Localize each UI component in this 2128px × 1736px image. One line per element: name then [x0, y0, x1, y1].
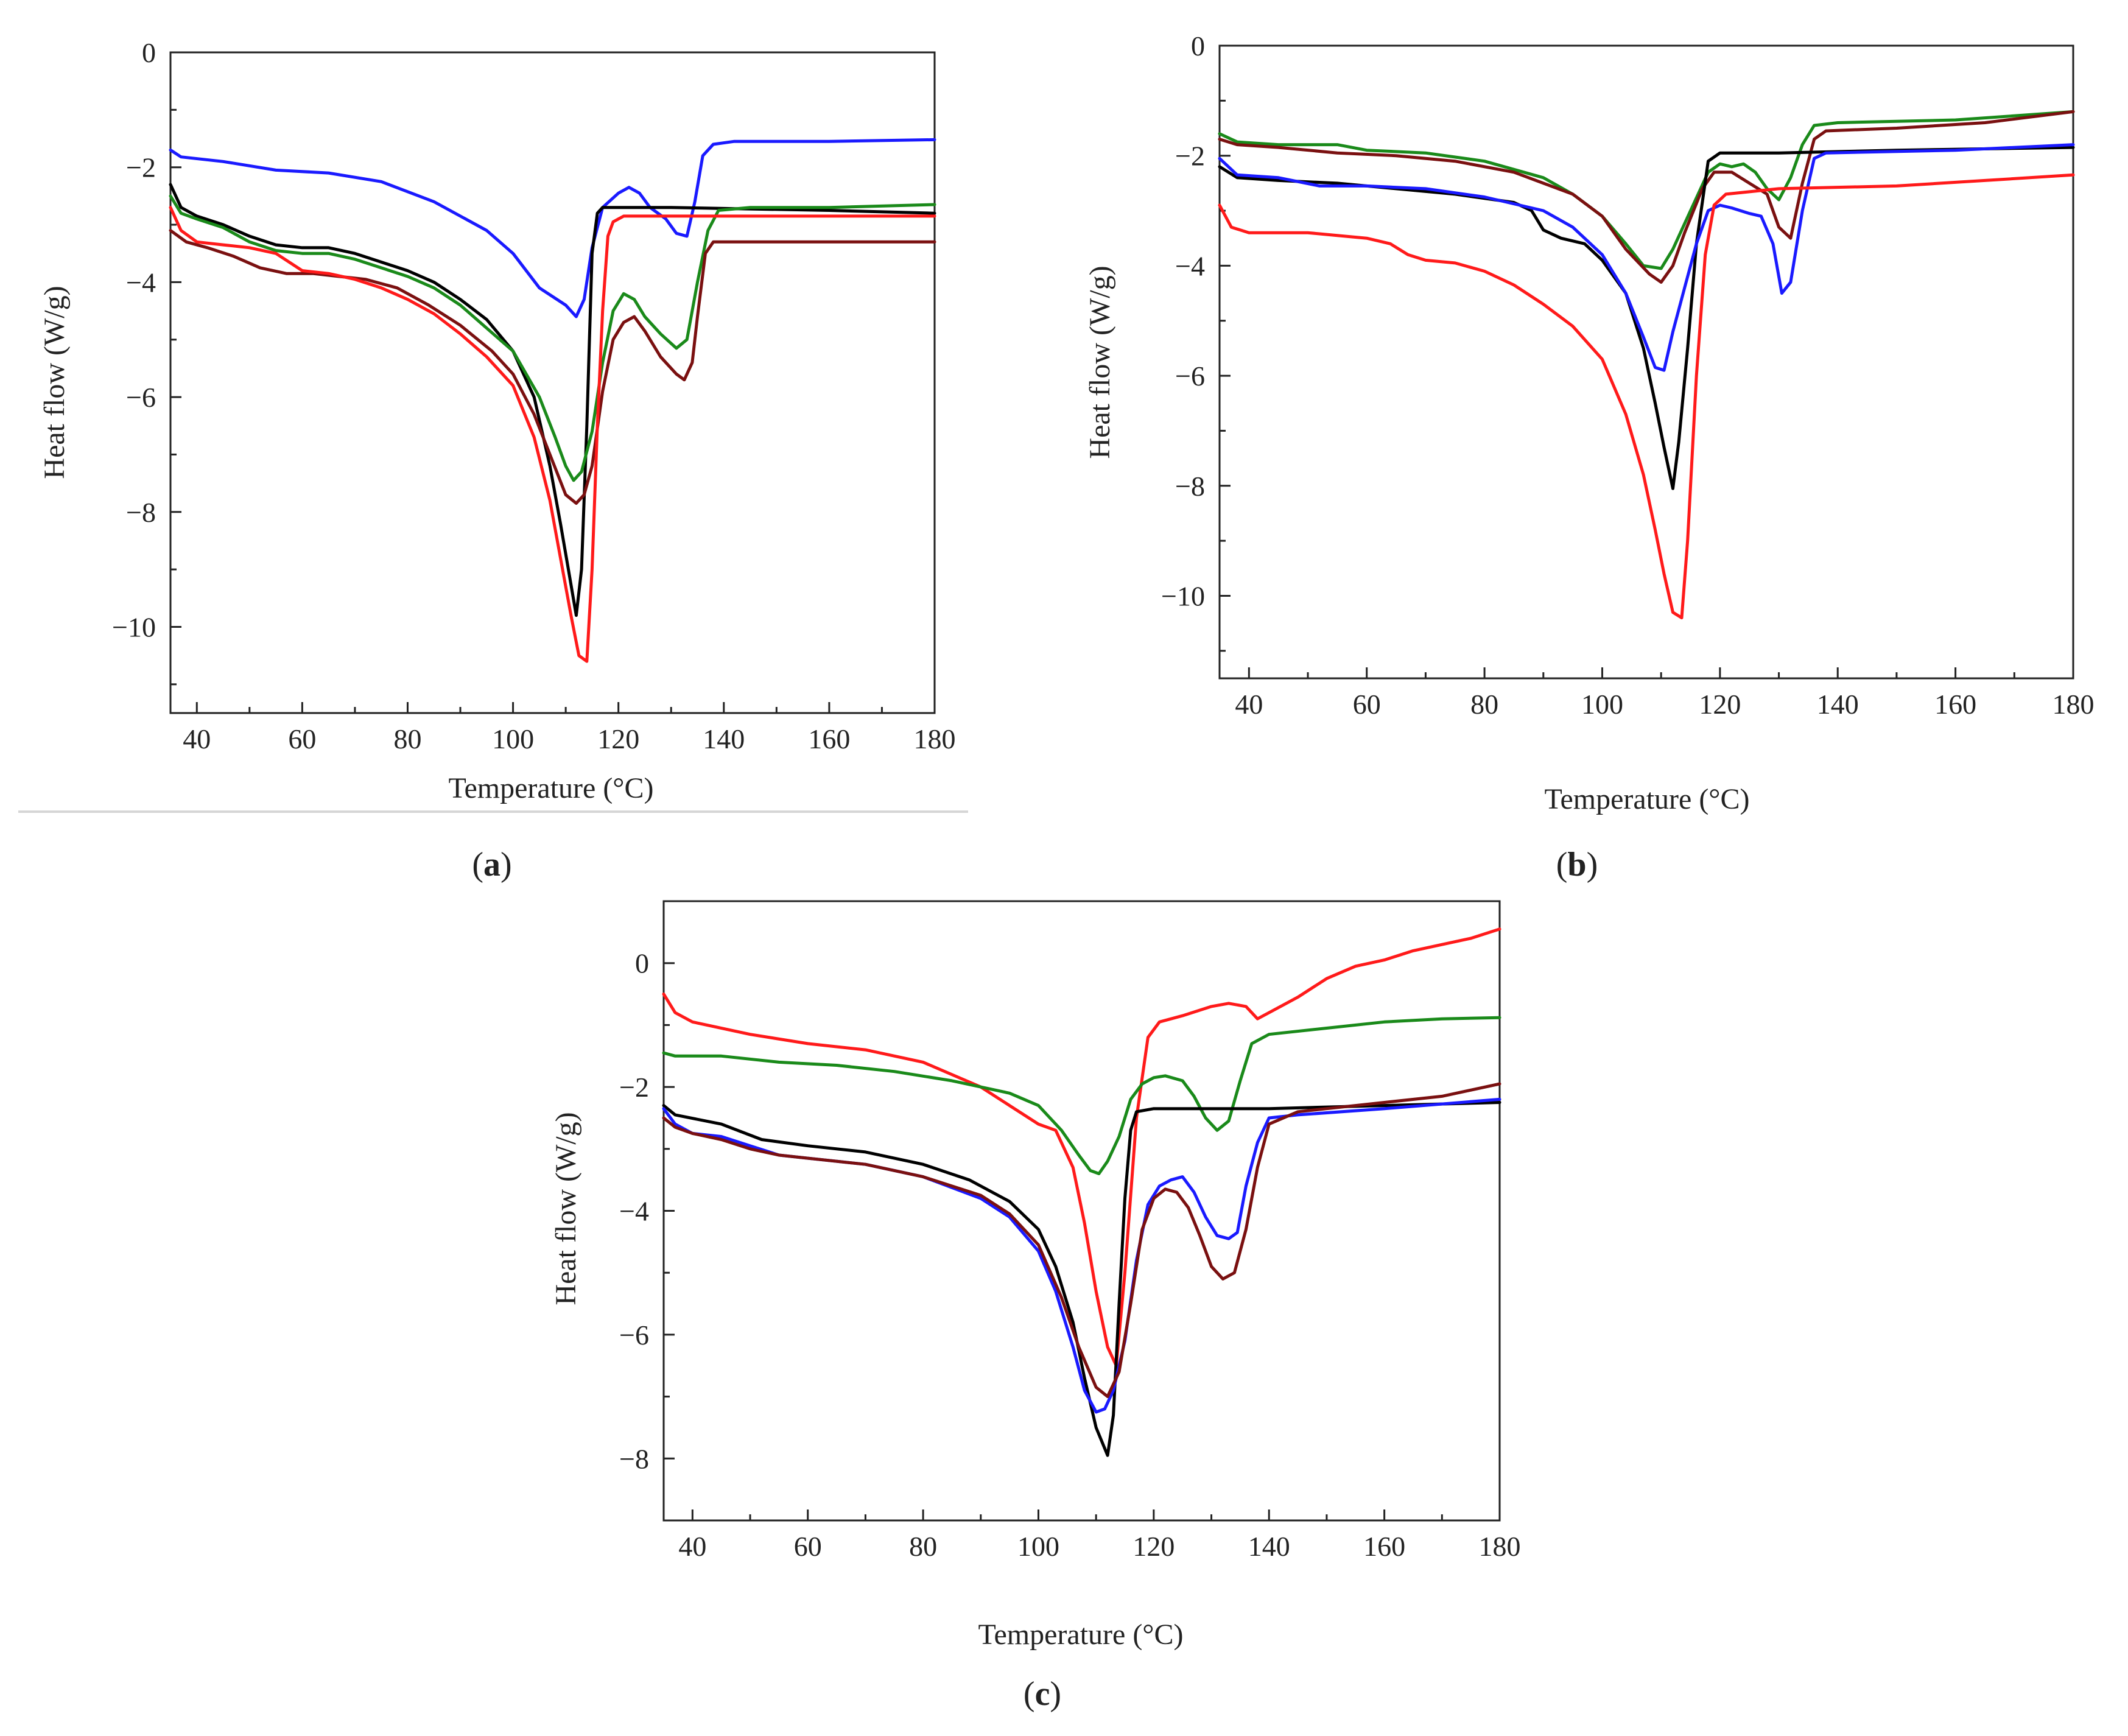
series-line-dark-red [169, 229, 936, 505]
series-line-green [662, 1016, 1501, 1175]
y-axis-title-b: Heat flow (W/g) [1084, 265, 1116, 459]
x-tick-label: 160 [1934, 689, 1976, 720]
series-line-red [1218, 173, 2075, 620]
x-tick-label: 100 [492, 723, 534, 754]
series-layer-c [662, 927, 1501, 1457]
x-tick-label: 140 [703, 723, 745, 754]
x-tick-label: 60 [794, 1531, 822, 1562]
y-tick-label: −4 [1175, 250, 1205, 281]
x-tick-label: 120 [597, 723, 639, 754]
series-line-blue [169, 138, 936, 318]
panel-c: 40 60 80 100 120 140 160 180 0 −2 −4 −6 −8 Temperat… [550, 900, 1521, 1713]
y-axis-title-a: Heat flow (W/g) [38, 286, 71, 479]
series-layer-a [169, 138, 936, 663]
x-tick-label: 80 [393, 723, 421, 754]
series-line-red [662, 927, 1501, 1368]
series-line-green [169, 194, 936, 482]
x-tick-label: 80 [1470, 689, 1498, 720]
panel-a: 40 60 80 100 120 140 160 180 0 −2 −4 −6 −8 −10 Tempe… [18, 37, 968, 884]
y-tick-label: −6 [126, 382, 156, 413]
y-tick-label: −8 [126, 497, 156, 528]
y-tick-label: −4 [126, 267, 156, 298]
x-tick-label: 100 [1017, 1531, 1059, 1562]
panel-label-b: (b) [1556, 846, 1598, 884]
series-layer-b [1218, 110, 2075, 620]
y-tick-label: −4 [619, 1196, 649, 1227]
y-tick-labels-c: 0 −2 −4 −6 −8 [619, 948, 649, 1475]
y-tick-label: −6 [619, 1320, 649, 1351]
x-tick-labels-c: 40 60 80 100 120 140 160 180 [678, 1531, 1520, 1562]
x-tick-label: 40 [678, 1531, 706, 1562]
panel-b: 40 60 80 100 120 140 160 180 0 −2 −4 −6 −8 −10 Tempe… [1084, 30, 2095, 884]
x-tick-label: 120 [1699, 689, 1741, 720]
x-tick-label: 60 [1353, 689, 1381, 720]
series-line-black [169, 183, 936, 617]
y-tick-label: −2 [1175, 141, 1205, 172]
y-tick-label: −8 [619, 1443, 649, 1474]
y-tick-label: −6 [1175, 360, 1205, 392]
y-tick-label: 0 [142, 37, 156, 68]
series-line-red [169, 206, 936, 663]
series-line-black [1218, 146, 2075, 490]
y-tick-labels-a: 0 −2 −4 −6 −8 −10 [112, 37, 156, 642]
x-tick-label: 40 [183, 723, 211, 754]
tick-marks-c [664, 962, 1501, 1520]
x-axis-title-b: Temperature (°C) [1544, 783, 1749, 815]
y-tick-label: −2 [126, 152, 156, 183]
x-tick-label: 180 [1479, 1531, 1521, 1562]
series-line-dark-red [662, 1082, 1501, 1399]
x-tick-label: 180 [914, 723, 956, 754]
x-tick-labels-b: 40 60 80 100 120 140 160 180 [1235, 689, 2094, 720]
series-line-green [1218, 110, 2075, 270]
y-tick-label: −10 [1161, 580, 1205, 611]
x-tick-labels-a: 40 60 80 100 120 140 160 180 [183, 723, 955, 754]
y-tick-labels-b: 0 −2 −4 −6 −8 −10 [1161, 30, 1205, 611]
x-tick-label: 140 [1248, 1531, 1290, 1562]
x-tick-label: 160 [1363, 1531, 1405, 1562]
y-tick-label: 0 [1191, 30, 1205, 61]
tick-marks-b [1220, 44, 2074, 678]
plot-frame-b [1218, 44, 2074, 680]
panel-label-c: (c) [1024, 1675, 1061, 1713]
series-line-dark-red [1218, 110, 2075, 284]
x-axis-title-c: Temperature (°C) [978, 1618, 1183, 1651]
x-tick-label: 100 [1581, 689, 1623, 720]
y-tick-label: −2 [619, 1072, 649, 1103]
x-tick-label: 80 [909, 1531, 937, 1562]
x-tick-label: 180 [2053, 689, 2095, 720]
x-axis-title-a: Temperature (°C) [448, 772, 653, 804]
series-line-blue [1218, 143, 2075, 372]
x-tick-label: 160 [808, 723, 850, 754]
tick-marks-a [170, 51, 936, 713]
x-tick-label: 40 [1235, 689, 1263, 720]
x-tick-label: 60 [288, 723, 316, 754]
y-axis-title-c: Heat flow (W/g) [550, 1112, 582, 1305]
x-tick-label: 120 [1132, 1531, 1175, 1562]
plot-frame-a [169, 51, 936, 714]
y-tick-label: −10 [112, 611, 156, 642]
x-tick-label: 140 [1817, 689, 1859, 720]
y-tick-label: 0 [635, 948, 649, 979]
y-tick-label: −8 [1175, 471, 1205, 502]
panel-label-a: (a) [472, 846, 511, 884]
